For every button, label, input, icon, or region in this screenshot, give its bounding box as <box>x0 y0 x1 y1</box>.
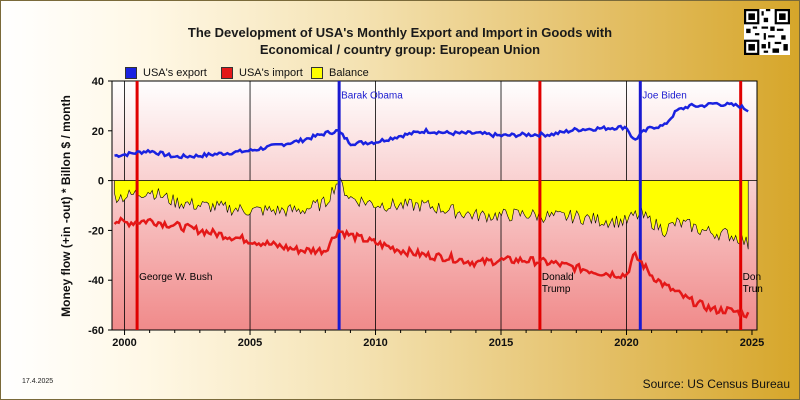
president-label-3: Joe Biden <box>642 90 686 101</box>
x-tick-label-2025: 2025 <box>740 337 764 349</box>
x-tick-label-2010: 2010 <box>363 337 387 349</box>
source-credit: Source: US Census Bureau <box>642 377 790 391</box>
x-tick-label-2005: 2005 <box>238 337 262 349</box>
president-label-1: Barak Obama <box>341 90 403 101</box>
legend-swatch-balance <box>311 67 323 79</box>
export-series-line <box>114 101 749 160</box>
legend-label-import: USA's import <box>239 67 303 79</box>
legend-label-export: USA's export <box>143 67 207 79</box>
y-tick-label-40: 40 <box>92 76 104 88</box>
x-tick-label-2000: 2000 <box>112 337 136 349</box>
y-axis-label: Money flow (+in -out) * Billon $ / month <box>59 95 73 317</box>
chart-title-line2: Economical / country group: European Uni… <box>259 42 541 57</box>
president-label-2: Donald Trump <box>542 272 574 295</box>
legend-label-balance: Balance <box>329 67 369 79</box>
y-tick-label--40: -40 <box>88 275 104 287</box>
y-tick-label-0: 0 <box>98 176 104 188</box>
qr-code-icon <box>744 9 790 55</box>
legend-swatch-export <box>125 67 137 79</box>
balance-area <box>114 177 749 250</box>
x-tick-label-2015: 2015 <box>489 337 513 349</box>
y-tick-label-20: 20 <box>92 126 104 138</box>
chart-title-line1: The Development of USA's Monthly Export … <box>187 25 613 40</box>
y-tick-label--60: -60 <box>88 325 104 337</box>
import-series-line <box>113 216 750 320</box>
legend-swatch-import <box>221 67 233 79</box>
president-label-4: Don Trun <box>743 272 763 295</box>
x-tick-label-2020: 2020 <box>614 337 638 349</box>
date-stamp: 17.4.2025 <box>22 378 54 385</box>
y-tick-label--20: -20 <box>88 225 104 237</box>
president-label-0: George W. Bush <box>139 272 212 283</box>
